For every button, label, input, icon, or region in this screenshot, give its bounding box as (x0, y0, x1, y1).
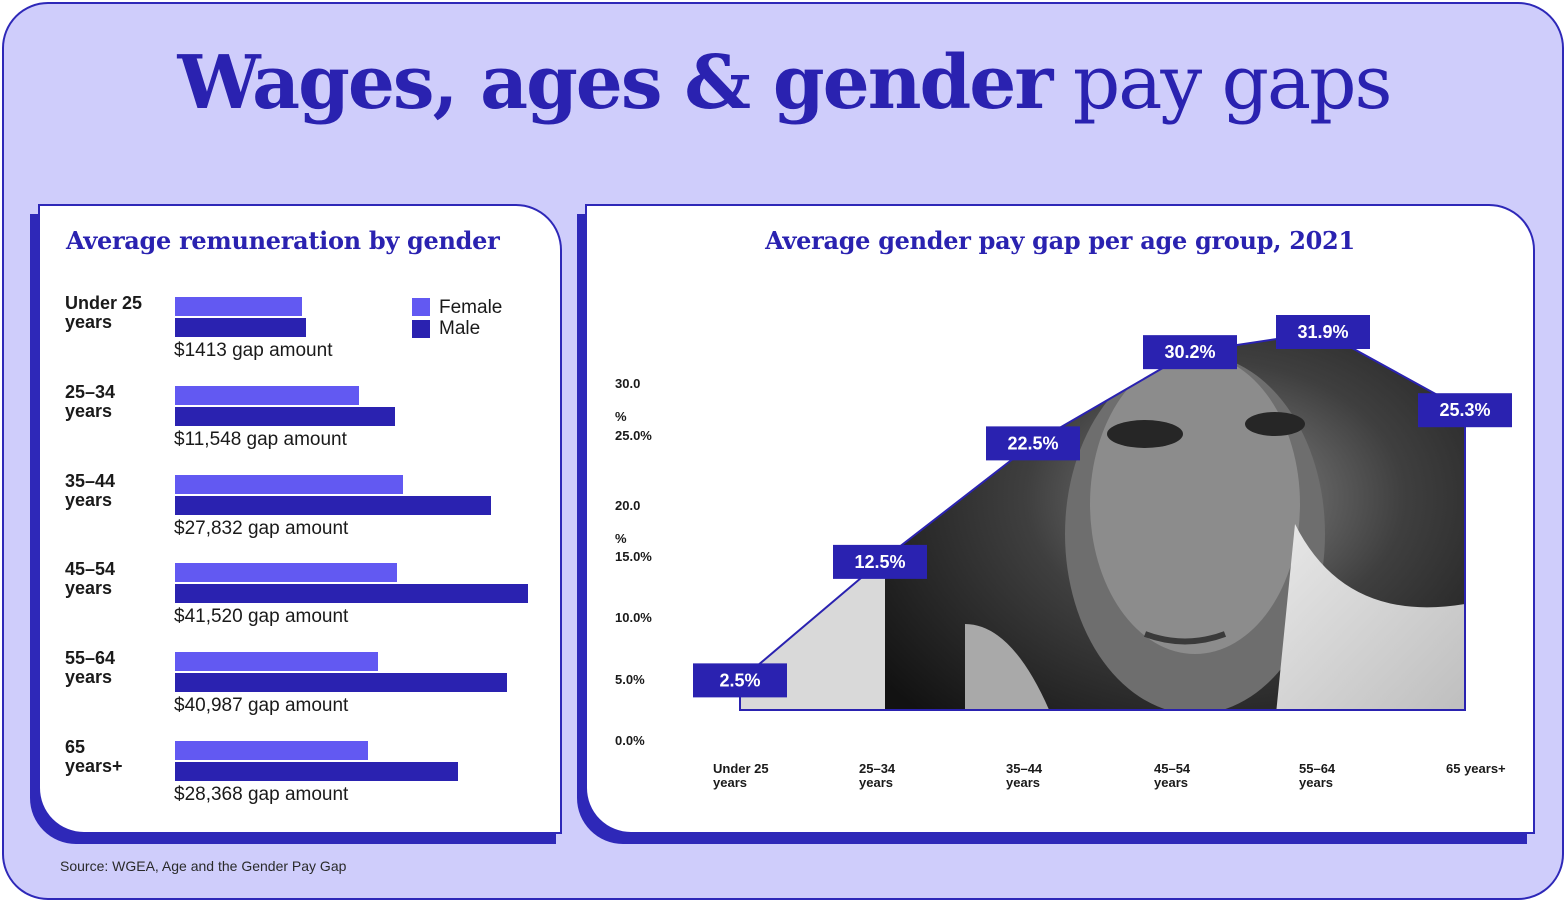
age-group-label-line: 35–44 (65, 470, 116, 491)
pay-gap-data-labels: 2.5% 12.5% 22.5% 30.2% 31.9% 25.3% (693, 315, 1512, 698)
data-label-box (833, 544, 927, 579)
gap-amount-label: $40,987 gap amount (174, 695, 349, 717)
male-bar (175, 673, 507, 693)
age-group-label-line: 45–54 (65, 559, 116, 580)
male-bar (175, 584, 528, 604)
age-group-label: 25–34 years (65, 381, 165, 421)
y-tick-label: 15.0% (615, 549, 652, 564)
data-label-text: 12.5% (854, 552, 905, 572)
age-group-label: 45–54 years (65, 560, 165, 598)
x-tick-label: 25–34 years (859, 761, 896, 790)
female-bar (175, 652, 378, 672)
remuneration-chart-title: Average remuneration by gender (66, 226, 500, 255)
male-bar (175, 406, 395, 426)
pay-gap-chart: 2.5% 12.5% 22.5% 30.2% 31.9% 25.3% (693, 315, 1512, 711)
male-bar (175, 318, 306, 337)
data-label-box (693, 663, 787, 698)
data-label-text: 22.5% (1007, 433, 1058, 453)
female-bar (175, 297, 302, 316)
female-bar (175, 474, 403, 494)
page-title: Wages, ages & gender pay gaps (0, 40, 1568, 126)
age-group-label-line: years (65, 312, 113, 332)
age-group-label: 35–44 years (65, 470, 165, 510)
gap-amount-label: $41,520 gap amount (174, 606, 349, 628)
x-tick-label: Under 25 years (713, 761, 769, 790)
y-tick-label: 10.0% (615, 610, 652, 625)
data-label-text: 25.3% (1439, 400, 1490, 420)
y-tick-label: 20.0% (615, 498, 641, 546)
age-group-label-line: 25–34 (65, 381, 116, 402)
age-group-label-line: years (65, 667, 113, 688)
x-tick-label: 45–54 years (1154, 761, 1191, 790)
x-tick-label: 65 years+ (1446, 761, 1506, 776)
age-group-label-line: 65 (65, 737, 86, 757)
age-group-label-line: 55–64 (65, 648, 116, 669)
gap-amount-label: $1413 gap amount (174, 340, 333, 361)
source-note: Source: WGEA, Age and the Gender Pay Gap (60, 858, 347, 874)
data-label-text: 31.9% (1297, 322, 1348, 342)
age-group-label-line: years (65, 489, 113, 510)
age-group-label: 65 years+ (65, 738, 165, 776)
gap-amount-label: $11,548 gap amount (174, 428, 347, 450)
age-group-label: Under 25 years (65, 294, 165, 332)
age-group-label: 55–64 years (65, 649, 165, 687)
data-label-text: 2.5% (719, 670, 760, 690)
female-bar (175, 563, 397, 583)
female-bar (175, 385, 359, 405)
legend-male-swatch (412, 320, 430, 338)
title-light-part: pay gaps (1072, 40, 1393, 126)
legend-male-label: Male (439, 318, 481, 339)
data-label-box (1143, 335, 1237, 370)
woman-portrait-photo (740, 332, 1465, 710)
x-tick-label: 35–44 years (1006, 761, 1043, 790)
female-bar (175, 741, 368, 760)
data-label-text: 30.2% (1164, 342, 1215, 362)
gap-amount-label: $28,368 gap amount (174, 784, 349, 805)
y-tick-label: 0.0% (615, 733, 645, 748)
y-tick-label: 30.0% (615, 376, 641, 424)
legend-female-label: Female (439, 297, 503, 318)
x-tick-label: 55–64 years (1299, 761, 1336, 790)
data-label-box (1418, 393, 1512, 428)
legend-female-swatch (412, 298, 430, 316)
male-bar (175, 495, 491, 515)
data-label-box (1276, 315, 1370, 349)
y-tick-label: 5.0% (615, 672, 645, 687)
title-bold-part: Wages, ages & gender (177, 40, 1053, 126)
data-label-box (986, 426, 1080, 461)
age-group-label-line: years+ (65, 756, 123, 776)
age-group-label-line: Under 25 (65, 293, 143, 313)
age-group-label-line: years (65, 578, 113, 599)
y-tick-label: 25.0% (615, 428, 652, 443)
age-group-label-line: years (65, 400, 113, 421)
pay-gap-chart-title: Average gender pay gap per age group, 20… (765, 226, 1355, 255)
male-bar (175, 762, 458, 781)
gap-amount-label: $27,832 gap amount (174, 517, 349, 539)
